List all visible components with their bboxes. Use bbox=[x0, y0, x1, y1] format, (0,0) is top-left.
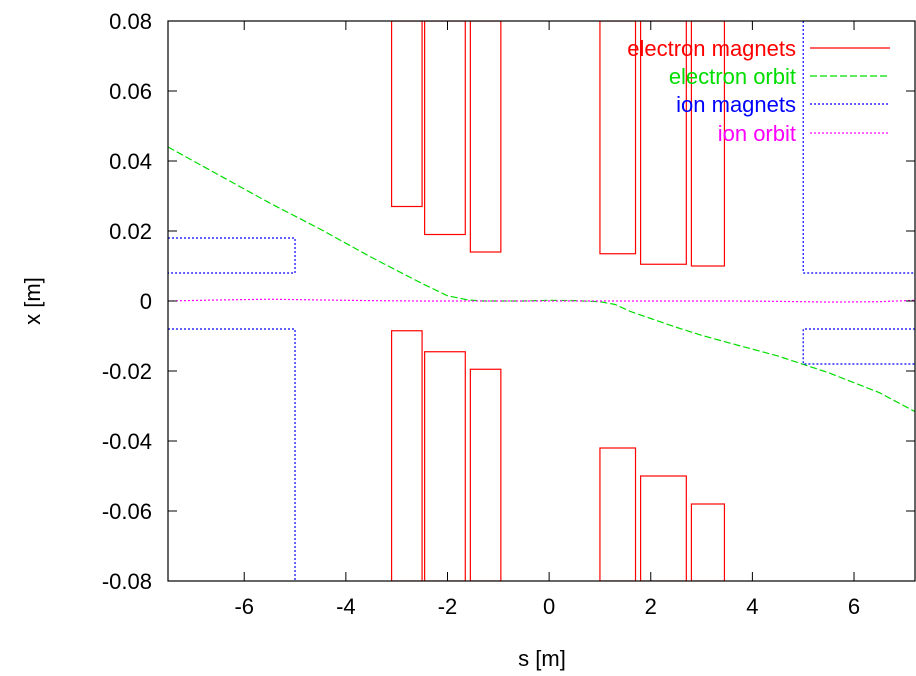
ion-orbit-line bbox=[168, 298, 915, 303]
y-tick-label: 0 bbox=[140, 289, 152, 314]
y-tick-label: -0.08 bbox=[102, 569, 152, 594]
electron-magnet-rect bbox=[639, 21, 687, 265]
y-tick-label: 0.04 bbox=[109, 149, 152, 174]
y-tick-label: 0.08 bbox=[109, 9, 152, 34]
ion-magnet-outline bbox=[168, 328, 296, 581]
electron-magnet-rect bbox=[390, 21, 423, 208]
electron-magnet-rect bbox=[639, 475, 687, 581]
y-tick-label: -0.06 bbox=[102, 499, 152, 524]
legend-label: ion magnets bbox=[676, 92, 796, 117]
electron-magnet-rect bbox=[690, 21, 726, 267]
plot-area bbox=[168, 21, 915, 581]
electron-magnet-rect bbox=[469, 368, 502, 581]
electron-magnet-rect bbox=[599, 21, 637, 255]
axes: -6 -4 -2 0 2 4 6 -0.08 -0.06 -0.04 -0.02 0 0.02 0.04 0… bbox=[102, 9, 916, 619]
electron-magnet-rect bbox=[424, 21, 466, 236]
ion-magnet-outline bbox=[802, 328, 915, 365]
y-axis-title: x [m] bbox=[20, 277, 45, 325]
x-tick-label: -6 bbox=[234, 594, 254, 619]
y-tick-label: 0.02 bbox=[109, 219, 152, 244]
x-tick-label: 4 bbox=[746, 594, 758, 619]
x-tick-label: 0 bbox=[543, 594, 555, 619]
x-tick-label: -2 bbox=[438, 594, 458, 619]
x-tick-label: 6 bbox=[848, 594, 860, 619]
electron-magnet-rect bbox=[469, 21, 502, 253]
y-tick-label: 0.06 bbox=[109, 79, 152, 104]
x-tick-label: -4 bbox=[336, 594, 356, 619]
electron-magnet-rect bbox=[390, 330, 423, 581]
ion-magnet-outline bbox=[802, 21, 915, 274]
legend-label: electron magnets bbox=[627, 36, 796, 61]
electron-magnet-rect bbox=[690, 503, 726, 581]
y-tick-label: -0.04 bbox=[102, 429, 152, 454]
x-axis-title: s [m] bbox=[518, 646, 566, 671]
y-tick-label: -0.02 bbox=[102, 359, 152, 384]
electron-magnet-rect bbox=[424, 351, 466, 581]
x-tick-label: 2 bbox=[645, 594, 657, 619]
electron-magnet-rect bbox=[599, 447, 637, 581]
legend-label: electron orbit bbox=[669, 64, 796, 89]
legend-label: ion orbit bbox=[718, 121, 796, 146]
ion-magnet-outline bbox=[168, 237, 296, 274]
legend: electron magnets electron orbit ion magnet… bbox=[627, 36, 890, 146]
